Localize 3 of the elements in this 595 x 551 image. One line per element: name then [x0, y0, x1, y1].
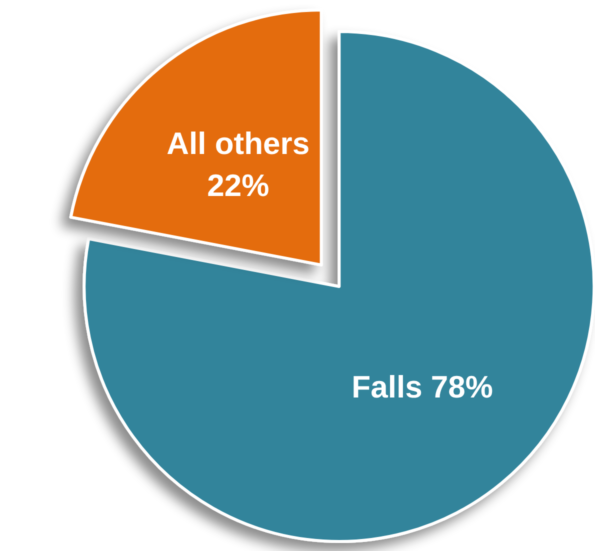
slice-label: All others [166, 126, 310, 161]
slice-label: Falls 78% [352, 370, 493, 405]
data-label: 22% [207, 168, 270, 203]
